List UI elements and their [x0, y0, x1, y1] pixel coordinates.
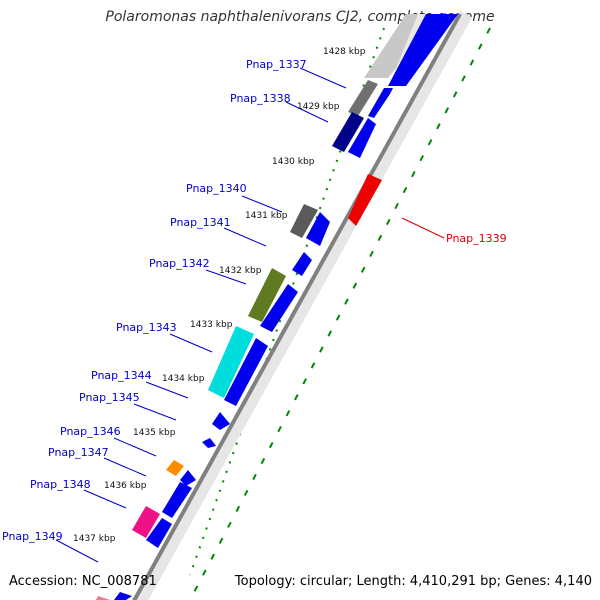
gene-1338-forward-2: [348, 118, 376, 158]
gene-label-pnap-1342[interactable]: Pnap_1342: [149, 257, 210, 270]
gene-1349-forward: [146, 518, 172, 548]
gene-1348-pink: [132, 506, 160, 538]
leader-lines: [55, 67, 445, 563]
gene-blocks: [96, 80, 393, 600]
gene-1340-grey: [290, 204, 318, 238]
gene-1338-navy: [332, 112, 364, 152]
gene-1346-forward: [202, 438, 216, 448]
gene-1342-forward-2: [260, 284, 298, 332]
gene-label-pnap-1337[interactable]: Pnap_1337: [246, 58, 307, 71]
gene-label-pnap-1339[interactable]: Pnap_1339: [446, 232, 507, 245]
kbp-tick-label: 1430 kbp: [272, 157, 315, 167]
genome-stats-text: Topology: circular; Length: 4,410,291 bp…: [234, 574, 592, 589]
gene-1348-forward: [162, 482, 192, 518]
gene-1337-grey-block: [348, 80, 378, 116]
kbp-tick-label: 1434 kbp: [162, 374, 205, 384]
gene-labels: Pnap_1337 Pnap_1338 Pnap_1339 Pnap_1340 …: [2, 58, 507, 543]
gene-label-pnap-1347[interactable]: Pnap_1347: [48, 446, 109, 459]
kbp-tick-label: 1428 kbp: [323, 47, 366, 57]
gene-label-pnap-1346[interactable]: Pnap_1346: [60, 425, 121, 438]
kbp-tick-label: 1432 kbp: [219, 266, 262, 276]
kbp-tick-label: 1437 kbp: [73, 534, 116, 544]
kbp-tick-label: 1435 kbp: [133, 428, 176, 438]
gene-label-pnap-1340[interactable]: Pnap_1340: [186, 182, 247, 195]
dotted-guides: [189, 27, 491, 600]
gene-1343-forward: [224, 338, 268, 406]
gene-1345-forward: [212, 412, 230, 430]
kbp-tick-label: 1429 kbp: [297, 102, 340, 112]
gene-1347-orange: [166, 460, 184, 476]
gene-1342-olive: [248, 268, 286, 322]
kbp-tick-label: 1436 kbp: [104, 481, 147, 491]
kbp-tick-label: 1433 kbp: [190, 320, 233, 330]
gene-label-pnap-1345[interactable]: Pnap_1345: [79, 391, 140, 404]
gene-1343-cyan: [208, 326, 254, 398]
gene-1338-forward: [368, 88, 393, 118]
gene-1350-forward-partial: [114, 592, 132, 600]
gene-label-pnap-1344[interactable]: Pnap_1344: [91, 369, 152, 382]
gene-label-pnap-1343[interactable]: Pnap_1343: [116, 321, 177, 334]
gene-1339-reverse: [348, 174, 382, 226]
accession-text: Accession: NC_008781: [9, 574, 157, 589]
kbp-tick-label: 1431 kbp: [245, 211, 288, 221]
gene-label-pnap-1338[interactable]: Pnap_1338: [230, 92, 291, 105]
gene-1341-forward: [306, 212, 330, 246]
gene-label-pnap-1348[interactable]: Pnap_1348: [30, 478, 91, 491]
gene-1342-forward: [292, 252, 312, 276]
gene-1350-pink-partial: [96, 596, 110, 600]
gene-1347-forward: [180, 470, 196, 486]
gene-1337-region: [364, 14, 458, 86]
gene-label-pnap-1349[interactable]: Pnap_1349: [2, 530, 63, 543]
map-title: Polaromonas naphthalenivorans CJ2, compl…: [105, 9, 495, 25]
backbone: [132, 10, 473, 600]
kbp-labels: 1428 kbp 1429 kbp 1430 kbp 1431 kbp 1432…: [73, 47, 366, 544]
gene-label-pnap-1341[interactable]: Pnap_1341: [170, 216, 231, 229]
